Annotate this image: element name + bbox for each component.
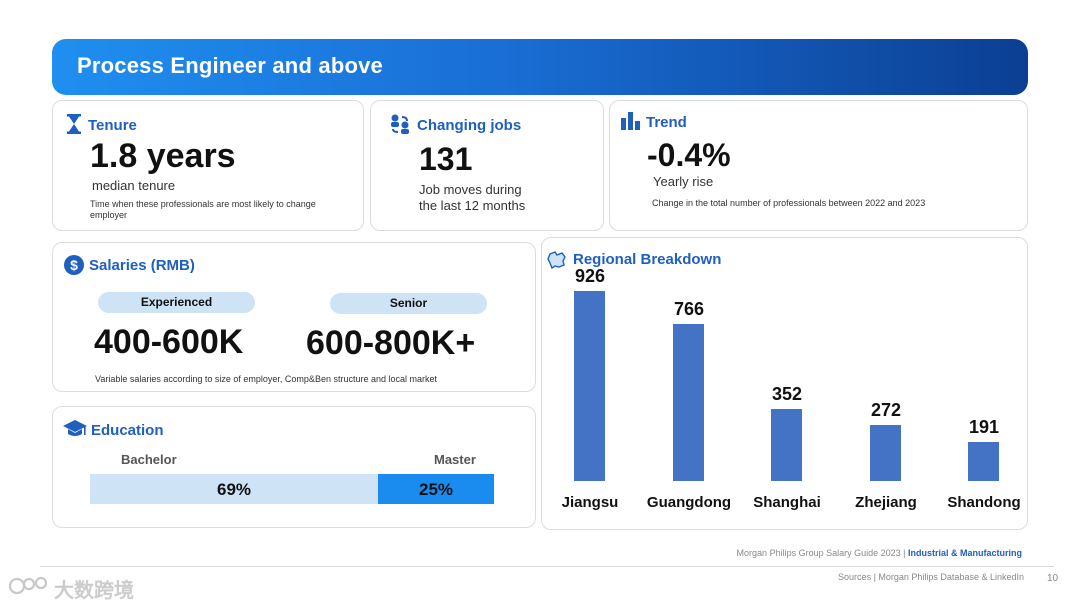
page-title: Process Engineer and above (77, 53, 383, 78)
bar-value-shanghai: 352 (771, 384, 803, 404)
regional-title: Regional Breakdown (573, 251, 722, 268)
footer-divider (40, 566, 1054, 567)
tenure-label: median tenure (92, 178, 176, 193)
bachelor-percent: 69% (216, 480, 252, 499)
bar-category-guangdong: Guangdong (646, 494, 732, 511)
bar-shandong (968, 442, 999, 481)
salary-guide-credit: Morgan Philips Group Salary Guide 2023 |… (737, 548, 1022, 558)
bar-category-jiangsu: Jiangsu (561, 494, 619, 511)
sources-text: Sources | Morgan Philips Database & Link… (838, 572, 1024, 582)
bar-value-shandong: 191 (968, 417, 1000, 437)
bar-chart-icon (621, 112, 640, 130)
changing-jobs-label-1: Job moves during (419, 182, 522, 197)
bar-value-jiangsu: 926 (574, 266, 606, 286)
regional-card: Regional Breakdown 926 Jiangsu 766 Guangdon… (541, 237, 1028, 530)
education-title: Education (91, 422, 164, 439)
bar-zhejiang (870, 425, 901, 481)
education-card: Education Bachelor Master 69% 25% (52, 406, 536, 528)
bar-value-zhejiang: 272 (870, 400, 902, 420)
senior-pill: Senior (330, 293, 487, 314)
page-number: 10 (1047, 573, 1059, 584)
master-label: Master (434, 452, 476, 467)
people-swap-icon (391, 114, 409, 134)
trend-card: Trend -0.4% Yearly rise Change in the to… (609, 100, 1028, 231)
bachelor-segment: 69% (90, 474, 378, 504)
bar-jiangsu (574, 291, 605, 481)
salary-guide-text: Morgan Philips Group Salary Guide 2023 | (736, 548, 908, 558)
bar-category-shandong: Shandong (947, 494, 1021, 511)
svg-text:$: $ (70, 257, 78, 273)
watermark-text: 大数跨境 (54, 578, 134, 602)
experienced-salary: 400-600K (94, 323, 244, 361)
senior-salary: 600-800K+ (306, 324, 476, 362)
bar-value-guangdong: 766 (673, 299, 705, 319)
graduation-cap-icon (63, 420, 87, 436)
salaries-title: Salaries (RMB) (89, 257, 195, 274)
experienced-pill: Experienced (98, 292, 255, 313)
salaries-card: $ Salaries (RMB) Experienced Senior 400-… (52, 242, 536, 392)
tenure-note: Time when these professionals are most l… (90, 199, 316, 220)
bar-shanghai (771, 409, 802, 481)
changing-jobs-title: Changing jobs (417, 117, 522, 134)
bar-category-shanghai: Shanghai (753, 494, 821, 511)
master-segment: 25% (378, 474, 494, 504)
bachelor-label: Bachelor (121, 452, 177, 467)
salaries-note: Variable salaries according to size of e… (95, 374, 437, 384)
master-percent: 25% (418, 480, 454, 499)
industry-highlight: Industrial & Manufacturing (907, 548, 1022, 558)
map-icon (547, 251, 566, 269)
changing-jobs-value: 131 (419, 141, 473, 177)
education-bar: 69% 25% (90, 474, 494, 504)
bar-category-zhejiang: Zhejiang (855, 494, 917, 511)
trend-title: Trend (646, 114, 687, 131)
changing-jobs-card: Changing jobs 131 Job moves during the l… (370, 100, 604, 231)
trend-value: -0.4% (647, 137, 731, 173)
changing-jobs-label-2: the last 12 months (419, 198, 526, 213)
trend-label: Yearly rise (653, 174, 714, 189)
regional-bar-chart: 926 Jiangsu 766 Guangdong 352 Shanghai 272 Zhej… (542, 238, 1029, 531)
bar-guangdong (673, 324, 704, 481)
tenure-card: Tenure 1.8 years median tenure Time when… (52, 100, 364, 231)
watermark-logo-icon (8, 576, 48, 595)
header-banner: Process Engineer and above (52, 39, 1028, 95)
tenure-value: 1.8 years (90, 137, 236, 175)
dollar-icon: $ (64, 255, 84, 275)
trend-note: Change in the total number of profession… (652, 198, 926, 208)
tenure-title: Tenure (88, 117, 137, 134)
hourglass-icon (67, 114, 81, 134)
